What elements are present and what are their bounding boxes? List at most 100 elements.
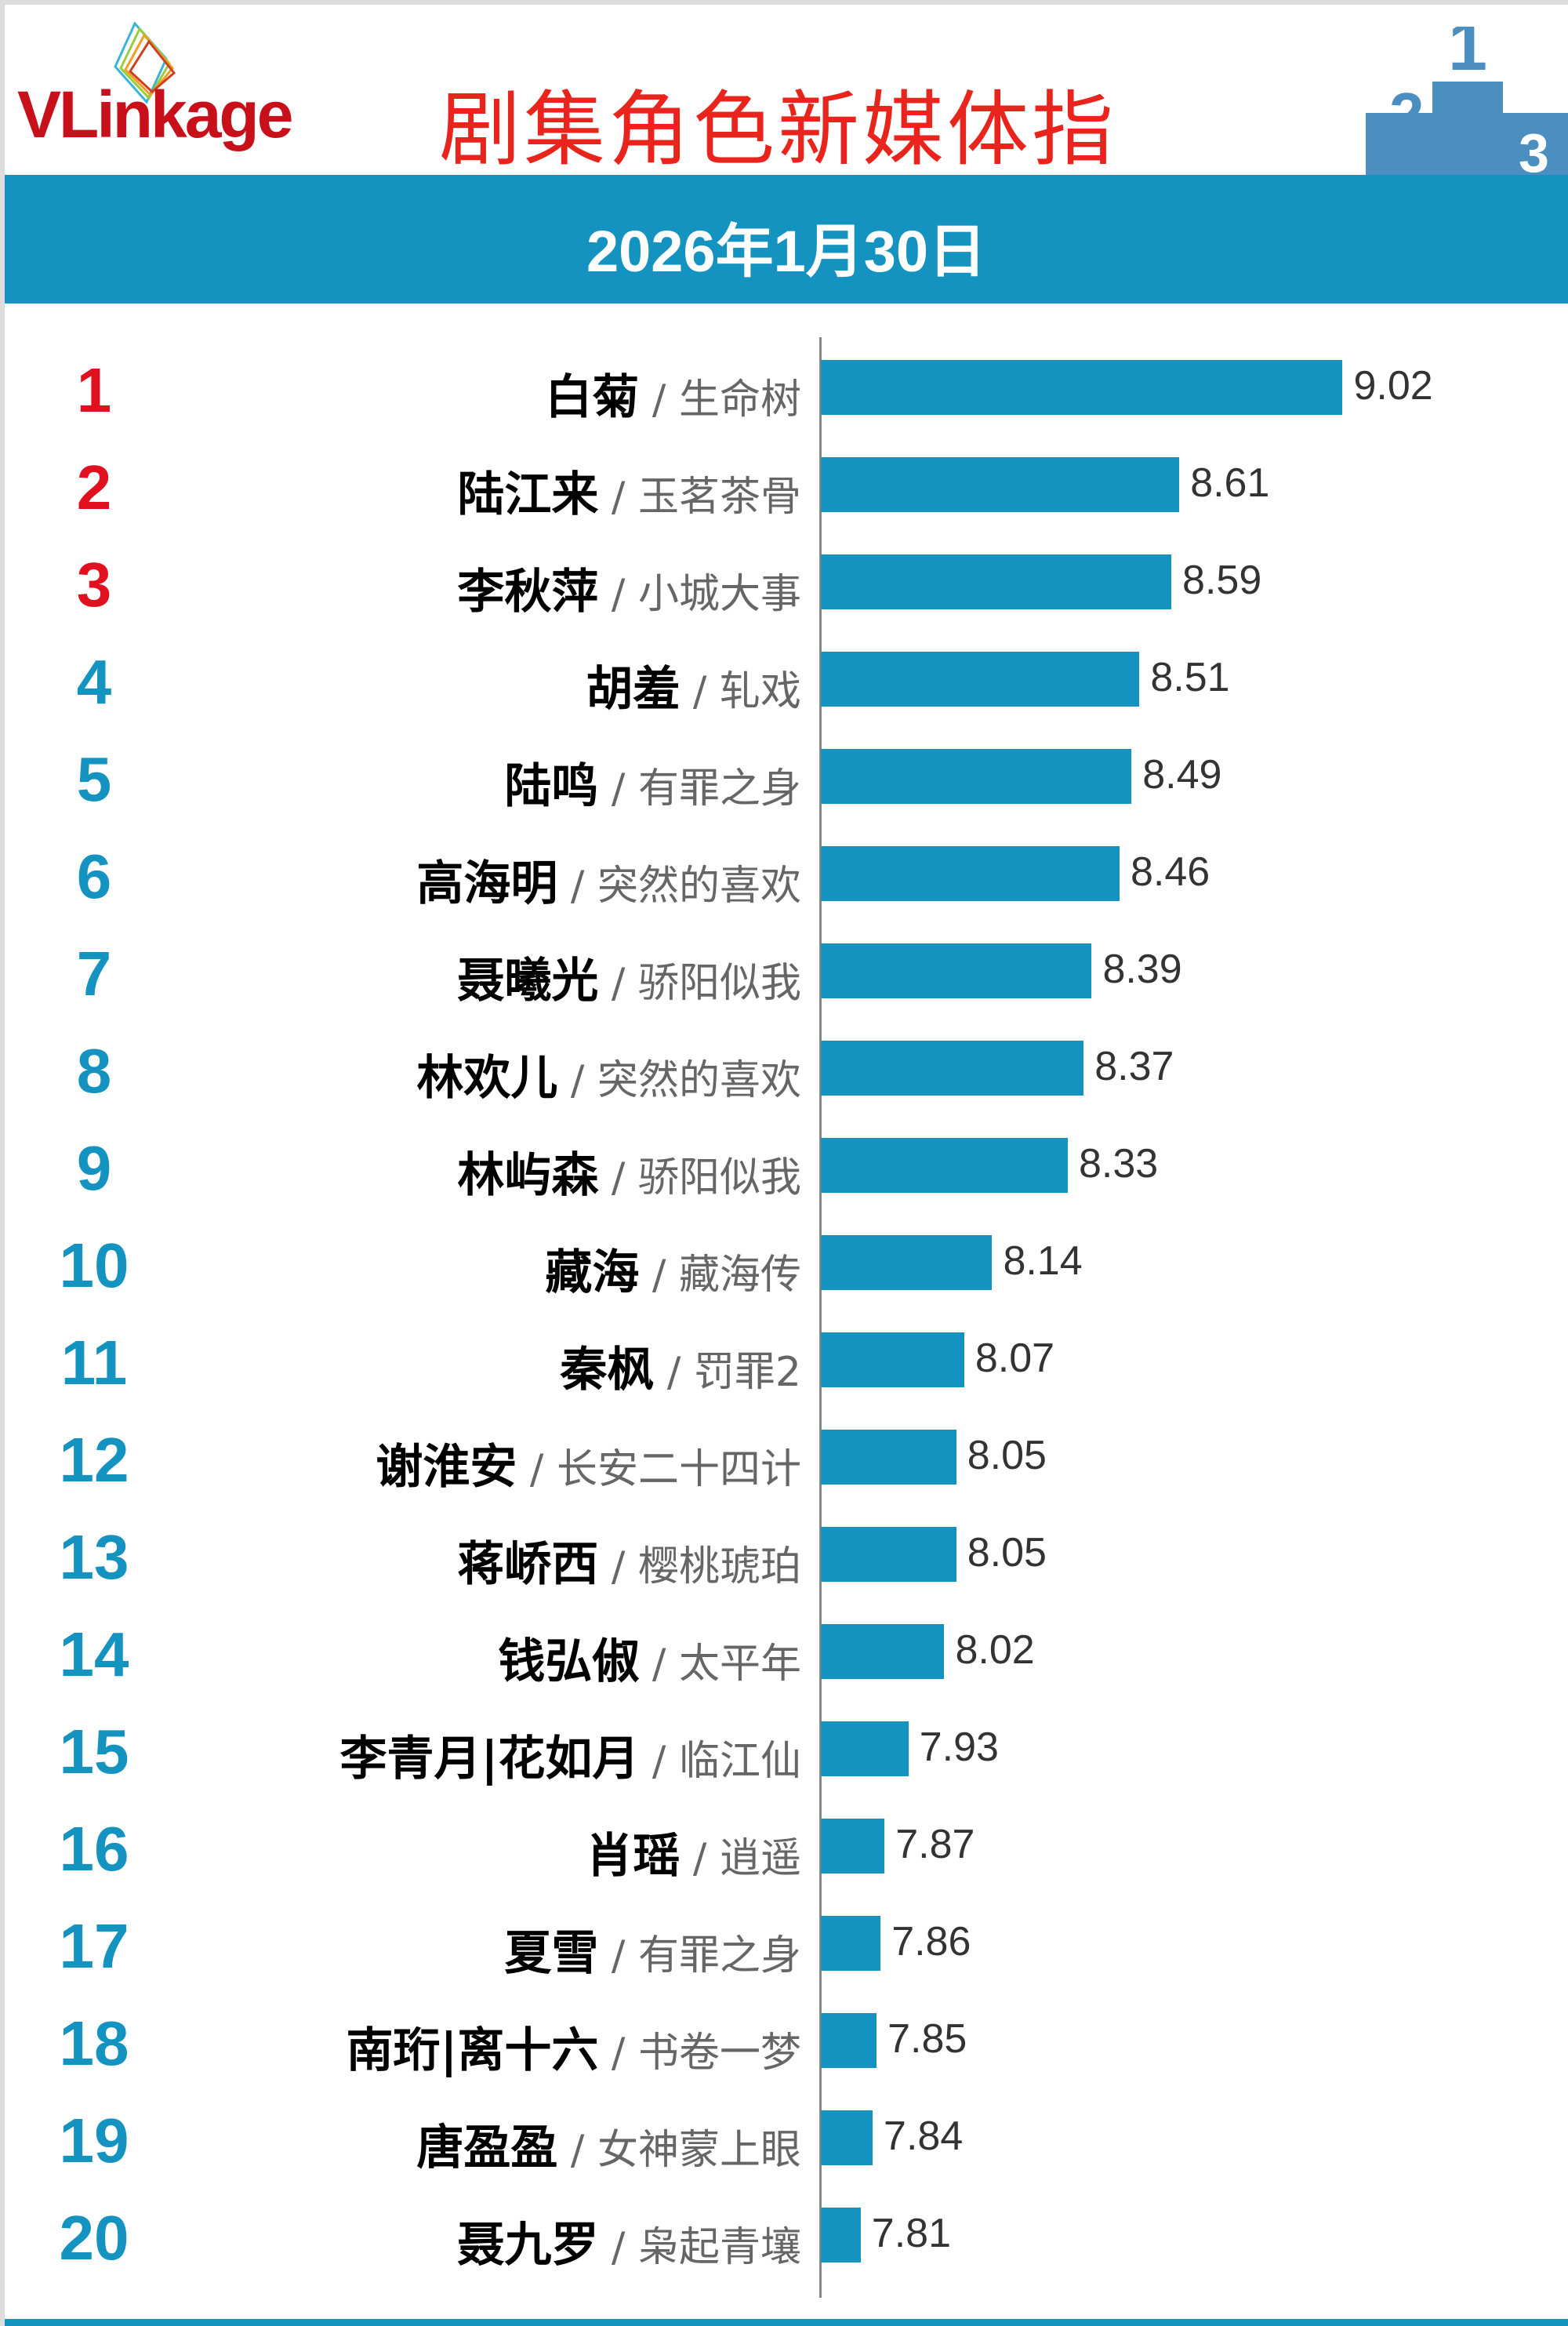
separator: / xyxy=(598,571,638,618)
chart-row: 19 唐盈盈 / 女神蒙上眼 7.84 xyxy=(0,2089,1568,2186)
chart-row: 14 钱弘俶 / 太平年 8.02 xyxy=(0,1603,1568,1700)
value-label: 8.39 xyxy=(1102,947,1182,992)
rank-label: 12 xyxy=(59,1425,129,1495)
character-name: 藏海 xyxy=(545,1245,640,1300)
bar xyxy=(821,1819,885,1874)
value-label: 8.61 xyxy=(1190,460,1270,506)
svg-text:1: 1 xyxy=(1448,27,1487,85)
chart-row: 8 林欢儿 / 突然的喜欢 8.37 xyxy=(0,1019,1568,1117)
show-name: 突然的喜欢 xyxy=(597,1057,801,1104)
rank-label: 16 xyxy=(59,1814,129,1884)
row-label: 林屿森 / 骄阳似我 xyxy=(457,1137,801,1205)
value-label: 8.51 xyxy=(1150,655,1230,700)
row-label: 南珩|离十六 / 书卷一梦 xyxy=(346,2012,801,2081)
bar xyxy=(821,1041,1084,1096)
separator: / xyxy=(598,2030,638,2077)
row-label: 陆江来 / 玉茗茶骨 xyxy=(457,456,801,525)
chart-row: 11 秦枫 / 罚罪2 8.07 xyxy=(0,1311,1568,1408)
separator: / xyxy=(598,1543,638,1590)
row-label: 秦枫 / 罚罪2 xyxy=(560,1332,801,1400)
chart-row: 10 藏海 / 藏海传 8.14 xyxy=(0,1214,1568,1311)
bottom-band xyxy=(5,2319,1568,2326)
character-name: 蒋峤西 xyxy=(457,1537,599,1592)
rank-label: 2 xyxy=(76,452,112,522)
row-label: 肖瑶 / 逍遥 xyxy=(586,1818,801,1886)
separator: / xyxy=(517,1446,557,1493)
character-name: 谢淮安 xyxy=(376,1440,517,1495)
rank-label: 11 xyxy=(60,1328,128,1397)
row-label: 聂曦光 / 骄阳似我 xyxy=(457,943,801,1011)
separator: / xyxy=(598,1154,638,1201)
chart-title: 剧集角色新媒体指 xyxy=(439,82,1117,177)
podium-icon: 2 1 3 xyxy=(1366,27,1568,176)
character-name: 胡羞 xyxy=(586,662,681,717)
bar xyxy=(821,1430,956,1485)
logo-frames-icon xyxy=(114,21,176,104)
value-label: 8.59 xyxy=(1182,558,1262,603)
bar xyxy=(821,1332,964,1387)
rank-label: 18 xyxy=(59,2008,129,2078)
chart-row: 7 聂曦光 / 骄阳似我 8.39 xyxy=(0,922,1568,1019)
character-name: 夏雪 xyxy=(504,1926,599,1981)
chart-row: 2 陆江来 / 玉茗茶骨 8.61 xyxy=(0,436,1568,533)
character-name: 白菊 xyxy=(545,370,640,425)
row-label: 钱弘俶 / 太平年 xyxy=(498,1623,801,1692)
character-name: 聂曦光 xyxy=(457,954,599,1009)
bar xyxy=(821,1624,945,1679)
character-name: 钱弘俶 xyxy=(498,1634,640,1689)
bar xyxy=(821,2208,861,2262)
vlinkage-logo: VLinkage xyxy=(17,21,347,157)
rank-label: 8 xyxy=(76,1036,112,1106)
chart-row: 4 胡羞 / 轧戏 8.51 xyxy=(0,631,1568,728)
axis-line xyxy=(819,337,822,2298)
value-label: 9.02 xyxy=(1353,363,1433,409)
chart-row: 18 南珩|离十六 / 书卷一梦 7.85 xyxy=(0,1992,1568,2089)
rank-label: 17 xyxy=(59,1911,129,1981)
rank-label: 4 xyxy=(76,647,112,717)
character-name: 林欢儿 xyxy=(416,1051,558,1106)
separator: / xyxy=(654,1349,694,1396)
show-name: 突然的喜欢 xyxy=(597,863,801,910)
value-label: 7.87 xyxy=(895,1822,975,1867)
bar xyxy=(821,2110,873,2165)
value-label: 7.84 xyxy=(884,2113,964,2159)
row-label: 胡羞 / 轧戏 xyxy=(586,651,801,719)
show-name: 枭起青壤 xyxy=(637,2224,801,2271)
separator: / xyxy=(639,1641,679,1688)
rank-label: 3 xyxy=(76,550,112,620)
date-band: 2026年1月30日 xyxy=(5,175,1568,303)
rank-label: 7 xyxy=(76,939,112,1009)
row-label: 林欢儿 / 突然的喜欢 xyxy=(416,1040,801,1108)
show-name: 玉茗茶骨 xyxy=(637,474,801,521)
svg-text:2: 2 xyxy=(1389,80,1425,150)
show-name: 小城大事 xyxy=(637,571,801,618)
rank-label: 5 xyxy=(76,744,112,814)
bar xyxy=(821,1721,909,1776)
separator: / xyxy=(639,1738,679,1785)
bar xyxy=(821,1527,956,1582)
logo-label: VLinkage xyxy=(17,78,293,151)
row-label: 白菊 / 生命树 xyxy=(545,359,801,427)
separator: / xyxy=(680,1835,720,1882)
value-label: 8.07 xyxy=(975,1336,1055,1381)
character-name: 陆江来 xyxy=(457,467,599,522)
chart-row: 9 林屿森 / 骄阳似我 8.33 xyxy=(0,1117,1568,1214)
rank-label: 20 xyxy=(59,2203,129,2273)
chart-row: 1 白菊 / 生命树 9.02 xyxy=(0,339,1568,436)
rank-label: 14 xyxy=(59,1619,129,1689)
separator: / xyxy=(598,960,638,1007)
separator: / xyxy=(639,376,679,423)
show-name: 女神蒙上眼 xyxy=(597,2127,801,2174)
row-label: 夏雪 / 有罪之身 xyxy=(504,1915,801,1983)
value-label: 8.14 xyxy=(1003,1238,1083,1284)
character-name: 秦枫 xyxy=(560,1343,655,1397)
rank-label: 13 xyxy=(59,1522,129,1592)
bar xyxy=(821,457,1180,512)
separator: / xyxy=(557,2127,597,2174)
separator: / xyxy=(557,1057,597,1104)
value-label: 8.05 xyxy=(967,1433,1047,1478)
chart-row: 16 肖瑶 / 逍遥 7.87 xyxy=(0,1797,1568,1895)
character-name: 肖瑶 xyxy=(586,1829,681,1884)
show-name: 有罪之身 xyxy=(637,1932,801,1979)
